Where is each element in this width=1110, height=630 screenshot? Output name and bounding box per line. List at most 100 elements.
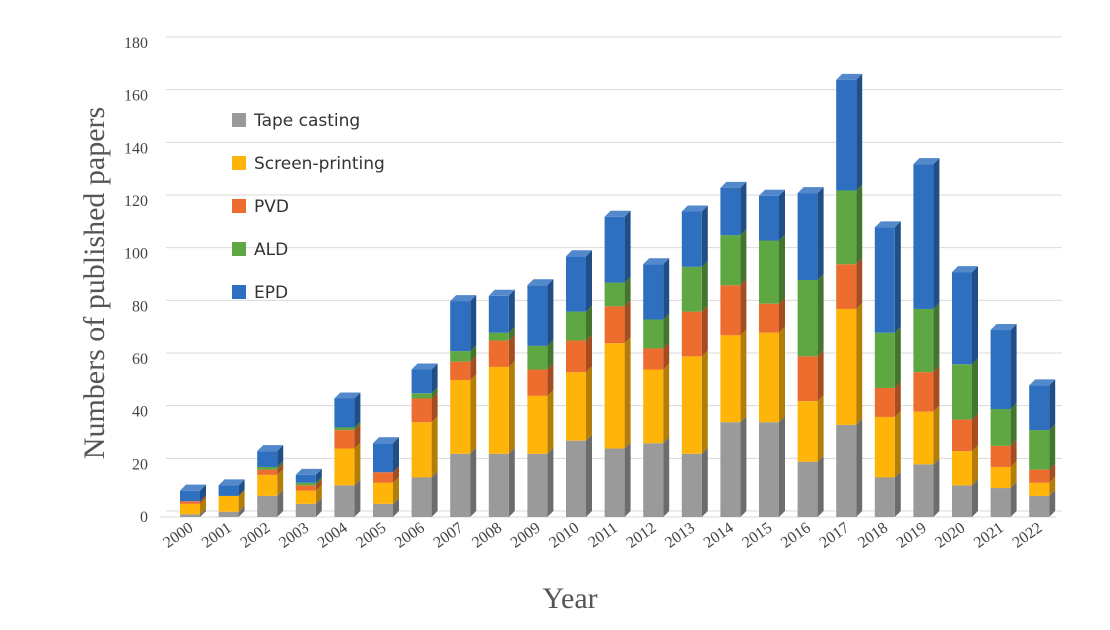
bar-segment [1029, 489, 1056, 517]
bar-front [180, 503, 200, 515]
legend-label: Screen-printing [254, 154, 385, 174]
bar-side [508, 447, 515, 517]
bar-side [933, 158, 940, 309]
bar-segment [566, 334, 592, 373]
bar-front [295, 474, 316, 483]
bar-front [874, 227, 895, 333]
bar-front [295, 482, 316, 486]
bar-segment [488, 334, 515, 367]
bar-front [1029, 385, 1050, 431]
bar-segment [913, 405, 940, 465]
bar-top [797, 187, 824, 194]
bar-top-highlight [1029, 379, 1056, 386]
bar-top-highlight [334, 392, 361, 399]
bar-segment [952, 413, 978, 452]
bar-segment [643, 342, 670, 370]
bar-segment [257, 463, 284, 475]
bar-front [913, 372, 934, 412]
bar-side [972, 445, 978, 486]
bar-side [547, 447, 554, 517]
bar-side [856, 418, 863, 517]
bar-side [817, 455, 824, 517]
bar-side [508, 326, 515, 341]
bar-front [450, 351, 471, 362]
bar-segment [373, 476, 399, 504]
bar-side [431, 392, 438, 423]
bar-front [488, 340, 509, 367]
bar-side [470, 447, 477, 517]
bar-front [913, 164, 934, 309]
bar-segment [180, 484, 206, 502]
bar-segment [874, 326, 901, 388]
bar-front [643, 348, 664, 370]
bar-front [1029, 469, 1050, 483]
bar-segment [527, 279, 554, 346]
bar-front [218, 495, 239, 512]
bar-front [681, 453, 702, 517]
bar-segment [681, 260, 708, 312]
bar-front [720, 235, 741, 286]
bar-segment [218, 505, 245, 517]
bar-side [894, 381, 901, 417]
bar-segment [759, 416, 785, 517]
bar-front [990, 488, 1011, 517]
bar-segment [836, 302, 863, 425]
x-tick-label: 2000 [160, 519, 196, 551]
bar-front [334, 485, 355, 517]
bar-front [797, 280, 818, 357]
bar-front [759, 195, 779, 241]
bar-segment [1029, 463, 1056, 483]
bar-top [527, 279, 554, 286]
bar-top [566, 250, 592, 257]
bar-top [373, 437, 399, 444]
bar-top-highlight [836, 73, 863, 80]
bar-segment [411, 471, 438, 517]
bar-front [604, 216, 625, 283]
bar-side [200, 508, 206, 517]
bar-segment [913, 302, 940, 373]
legend-label: Tape casting [253, 111, 360, 131]
x-tick-label: 2021 [971, 519, 1007, 551]
bar-front [836, 190, 857, 265]
bar-segment [952, 358, 978, 420]
bar-front [874, 416, 895, 478]
x-tick-label: 2005 [353, 519, 389, 551]
y-tick-label: 140 [124, 140, 148, 157]
legend-label: PVD [254, 197, 289, 217]
bar-side [470, 295, 477, 352]
bar-front [295, 485, 316, 491]
bar-front [373, 503, 393, 517]
bar-segment [257, 460, 284, 470]
bar-side [972, 358, 978, 420]
bar-segment [643, 313, 670, 349]
bar-top-highlight [295, 468, 322, 475]
bar-top-highlight [874, 221, 901, 228]
bar-side [856, 258, 863, 309]
bar-front [334, 430, 355, 449]
bar-segment [681, 205, 708, 267]
bar-top [488, 289, 515, 296]
bar-segment [334, 424, 361, 449]
bar-top [218, 479, 245, 486]
bar-side [277, 463, 284, 475]
bar-front [952, 485, 972, 517]
bar-side [701, 305, 708, 357]
bar-side [817, 395, 824, 462]
bar-segment [990, 439, 1017, 467]
bar-segment [450, 374, 477, 454]
bar-side [663, 313, 670, 349]
bar-segment [720, 329, 747, 423]
bar-segment [604, 337, 631, 449]
bar-front [527, 345, 548, 370]
bar-segment [488, 289, 515, 333]
bar-front [952, 272, 972, 365]
bar-front [604, 343, 625, 449]
bar-side [315, 468, 322, 483]
bar-side [740, 229, 747, 286]
bar-side [277, 489, 284, 517]
bar-segment [913, 458, 940, 517]
bar-side [1049, 489, 1056, 517]
bar-side [663, 258, 670, 320]
y-tick-label: 0 [140, 509, 148, 526]
bar-front [334, 427, 355, 431]
